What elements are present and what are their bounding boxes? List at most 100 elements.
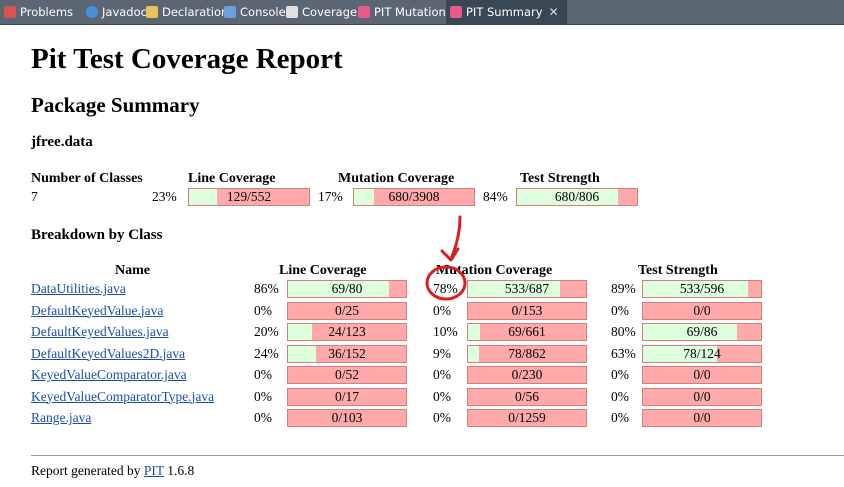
class-link[interactable]: Range.java <box>31 410 92 425</box>
mutation-coverage-bar: 0/56 <box>467 387 587 406</box>
mutation-percent: 0% <box>433 410 451 425</box>
test-strength-bar: 0/0 <box>642 387 762 406</box>
class-link[interactable]: DataUtilities.java <box>31 281 126 296</box>
test-strength-bar: 69/86 <box>642 323 762 341</box>
header-mutation-coverage: Mutation Coverage <box>338 171 455 186</box>
class-link[interactable]: KeyedValueComparator.java <box>31 367 187 382</box>
line-percent: 0% <box>254 367 272 382</box>
summary-mutation-percent: 17% <box>318 189 343 204</box>
header-name: Name <box>115 263 150 278</box>
summary-strength-percent: 84% <box>483 189 508 204</box>
pit-summary-icon <box>450 6 462 18</box>
mutation-percent: 0% <box>433 367 451 382</box>
header-class-mutation-coverage: Mutation Coverage <box>436 263 553 278</box>
summary-mutation-bar: 680/3908 <box>353 188 475 206</box>
mutation-coverage-bar-label: 0/230 <box>511 367 543 382</box>
class-link[interactable]: DefaultKeyedValues2D.java <box>31 345 186 361</box>
test-strength-bar-label: 0/0 <box>693 367 711 382</box>
line-coverage-bar: 0/52 <box>287 366 407 384</box>
line-coverage-bar: 69/80 <box>287 280 407 298</box>
line-coverage-bar-label: 0/52 <box>334 367 359 382</box>
line-percent: 0% <box>254 388 272 404</box>
tab-declaration[interactable]: Declaration <box>146 0 228 24</box>
pit-mutations-icon <box>358 6 370 18</box>
line-percent: 0% <box>254 410 272 425</box>
breakdown-heading: Breakdown by Class <box>31 227 163 243</box>
pit-link[interactable]: PIT <box>143 463 164 478</box>
test-strength-bar-label: 69/86 <box>686 324 718 339</box>
mutation-coverage-bar-label: 0/153 <box>511 302 543 318</box>
report-page: Pit Test Coverage Report Package Summary… <box>0 25 844 487</box>
line-percent: 24% <box>254 345 279 361</box>
problems-icon <box>4 6 16 18</box>
line-coverage-bar-label: 36/152 <box>328 345 366 361</box>
line-coverage-bar-label: 0/103 <box>331 410 363 425</box>
line-coverage-bar: 36/152 <box>287 344 407 363</box>
line-coverage-bar-label: 69/80 <box>331 281 363 296</box>
divider <box>31 455 844 456</box>
strength-percent: 0% <box>611 302 629 318</box>
line-coverage-bar-label: 24/123 <box>328 324 366 339</box>
mutation-coverage-bar-label: 69/661 <box>508 324 546 339</box>
header-number-of-classes: Number of Classes <box>31 171 143 186</box>
mutation-coverage-bar: 0/153 <box>467 301 587 320</box>
strength-percent: 63% <box>611 345 636 361</box>
mutation-coverage-bar: 78/862 <box>467 344 587 363</box>
mutation-coverage-bar-label: 0/1259 <box>508 410 546 425</box>
strength-percent: 0% <box>611 367 629 382</box>
test-strength-bar-label: 0/0 <box>693 410 711 425</box>
tab-pit-mutations[interactable]: PIT Mutations <box>358 0 452 24</box>
mutation-percent: 0% <box>433 388 451 404</box>
header-class-line-coverage: Line Coverage <box>279 263 367 278</box>
header-test-strength: Test Strength <box>520 171 600 186</box>
test-strength-bar: 0/0 <box>642 409 762 427</box>
test-strength-bar: 533/596 <box>642 280 762 298</box>
strength-percent: 0% <box>611 410 629 425</box>
line-coverage-bar-label: 0/25 <box>334 302 359 318</box>
declaration-icon <box>146 6 158 18</box>
line-coverage-bar: 0/17 <box>287 387 407 406</box>
class-link[interactable]: DefaultKeyedValues.java <box>31 324 169 339</box>
test-strength-bar-label: 0/0 <box>693 388 711 404</box>
line-percent: 0% <box>254 302 272 318</box>
mutation-coverage-bar-label: 78/862 <box>508 345 546 361</box>
line-coverage-bar: 24/123 <box>287 323 407 341</box>
strength-percent: 89% <box>611 281 636 296</box>
line-coverage-bar-label: 0/17 <box>334 388 359 404</box>
header-class-test-strength: Test Strength <box>638 263 718 278</box>
test-strength-bar-label: 0/0 <box>693 302 711 318</box>
summary-classes: 7 <box>31 189 38 204</box>
tab-problems[interactable]: Problems <box>4 0 73 24</box>
tab-coverage[interactable]: Coverage <box>286 0 357 24</box>
page-title: Pit Test Coverage Report <box>31 43 343 75</box>
package-name: jfree.data <box>31 134 93 150</box>
mutation-percent: 9% <box>433 345 451 361</box>
close-icon[interactable]: ✕ <box>548 5 559 19</box>
coverage-icon <box>286 6 298 18</box>
summary-strength-bar: 680/806 <box>516 188 638 206</box>
tab-javadoc[interactable]: Javadoc <box>86 0 147 24</box>
mutation-percent: 0% <box>433 302 451 318</box>
mutation-percent: 78% <box>433 281 458 296</box>
summary-line-bar: 129/552 <box>188 188 310 206</box>
test-strength-bar: 78/124 <box>642 344 762 363</box>
strength-percent: 0% <box>611 388 629 404</box>
class-link[interactable]: KeyedValueComparatorType.java <box>31 388 215 404</box>
mutation-coverage-bar: 0/1259 <box>467 409 587 427</box>
test-strength-bar: 0/0 <box>642 366 762 384</box>
mutation-percent: 10% <box>433 324 458 339</box>
line-coverage-bar: 0/25 <box>287 301 407 320</box>
view-tab-bar: Problems Javadoc Declaration Console Cov… <box>0 0 844 25</box>
tab-pit-summary[interactable]: PIT Summary ✕ <box>446 0 567 24</box>
line-coverage-bar: 0/103 <box>287 409 407 427</box>
summary-line-percent: 23% <box>152 189 177 204</box>
package-summary-heading: Package Summary <box>31 93 200 117</box>
javadoc-icon <box>86 6 98 18</box>
class-link[interactable]: DefaultKeyedValue.java <box>31 302 164 318</box>
tab-console[interactable]: Console <box>224 0 286 24</box>
footer: Report generated by PIT 1.6.8 <box>31 463 195 478</box>
header-line-coverage: Line Coverage <box>188 171 276 186</box>
console-icon <box>224 6 236 18</box>
mutation-coverage-bar: 69/661 <box>467 323 587 341</box>
test-strength-bar-label: 533/596 <box>679 281 725 296</box>
